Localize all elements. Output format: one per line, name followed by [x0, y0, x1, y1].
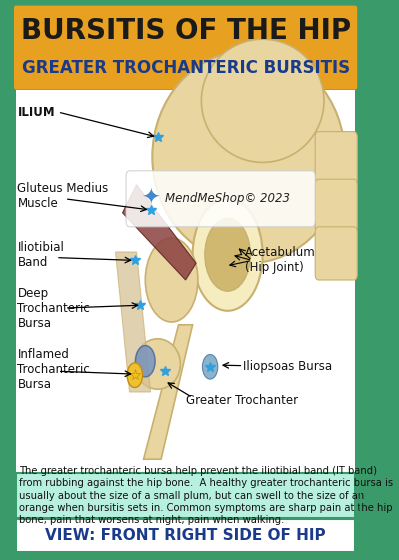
Ellipse shape: [201, 39, 324, 162]
FancyBboxPatch shape: [16, 473, 356, 518]
Text: The greater trochanteric bursa help prevent the iliotibial band (IT band) from r: The greater trochanteric bursa help prev…: [19, 466, 393, 525]
Circle shape: [205, 218, 251, 291]
Text: ILIUM: ILIUM: [18, 105, 55, 119]
Text: MendMeShop© 2023: MendMeShop© 2023: [165, 192, 290, 206]
Circle shape: [145, 238, 198, 322]
FancyBboxPatch shape: [14, 6, 357, 90]
Ellipse shape: [135, 339, 180, 389]
Text: Iliopsoas Bursa: Iliopsoas Bursa: [243, 360, 332, 374]
Circle shape: [202, 354, 218, 379]
FancyBboxPatch shape: [10, 0, 361, 560]
FancyBboxPatch shape: [315, 179, 357, 232]
Circle shape: [127, 363, 142, 388]
Polygon shape: [144, 325, 193, 459]
Text: Deep
Trochanteric
Bursa: Deep Trochanteric Bursa: [18, 287, 90, 329]
FancyBboxPatch shape: [315, 132, 357, 185]
Text: Iliotibial
Band: Iliotibial Band: [18, 241, 64, 269]
Text: VIEW: FRONT RIGHT SIDE OF HIP: VIEW: FRONT RIGHT SIDE OF HIP: [45, 528, 326, 543]
Text: Acetabulum
(Hip Joint): Acetabulum (Hip Joint): [245, 246, 316, 274]
Polygon shape: [122, 185, 196, 280]
FancyBboxPatch shape: [16, 519, 356, 552]
Polygon shape: [116, 252, 150, 392]
Circle shape: [136, 346, 155, 377]
Text: Greater Trochanter: Greater Trochanter: [186, 394, 298, 407]
Ellipse shape: [152, 50, 345, 263]
FancyBboxPatch shape: [16, 90, 356, 473]
FancyBboxPatch shape: [315, 227, 357, 280]
Text: GREATER TROCHANTERIC BURSITIS: GREATER TROCHANTERIC BURSITIS: [22, 59, 350, 77]
FancyBboxPatch shape: [16, 90, 356, 473]
FancyBboxPatch shape: [126, 171, 315, 227]
Text: Inflamed
Trochanteric
Bursa: Inflamed Trochanteric Bursa: [18, 348, 90, 391]
Circle shape: [193, 199, 263, 311]
Text: ✦: ✦: [141, 189, 160, 209]
Text: BURSITIS OF THE HIP: BURSITIS OF THE HIP: [20, 17, 351, 45]
Text: Gluteus Medius
Muscle: Gluteus Medius Muscle: [18, 182, 109, 210]
